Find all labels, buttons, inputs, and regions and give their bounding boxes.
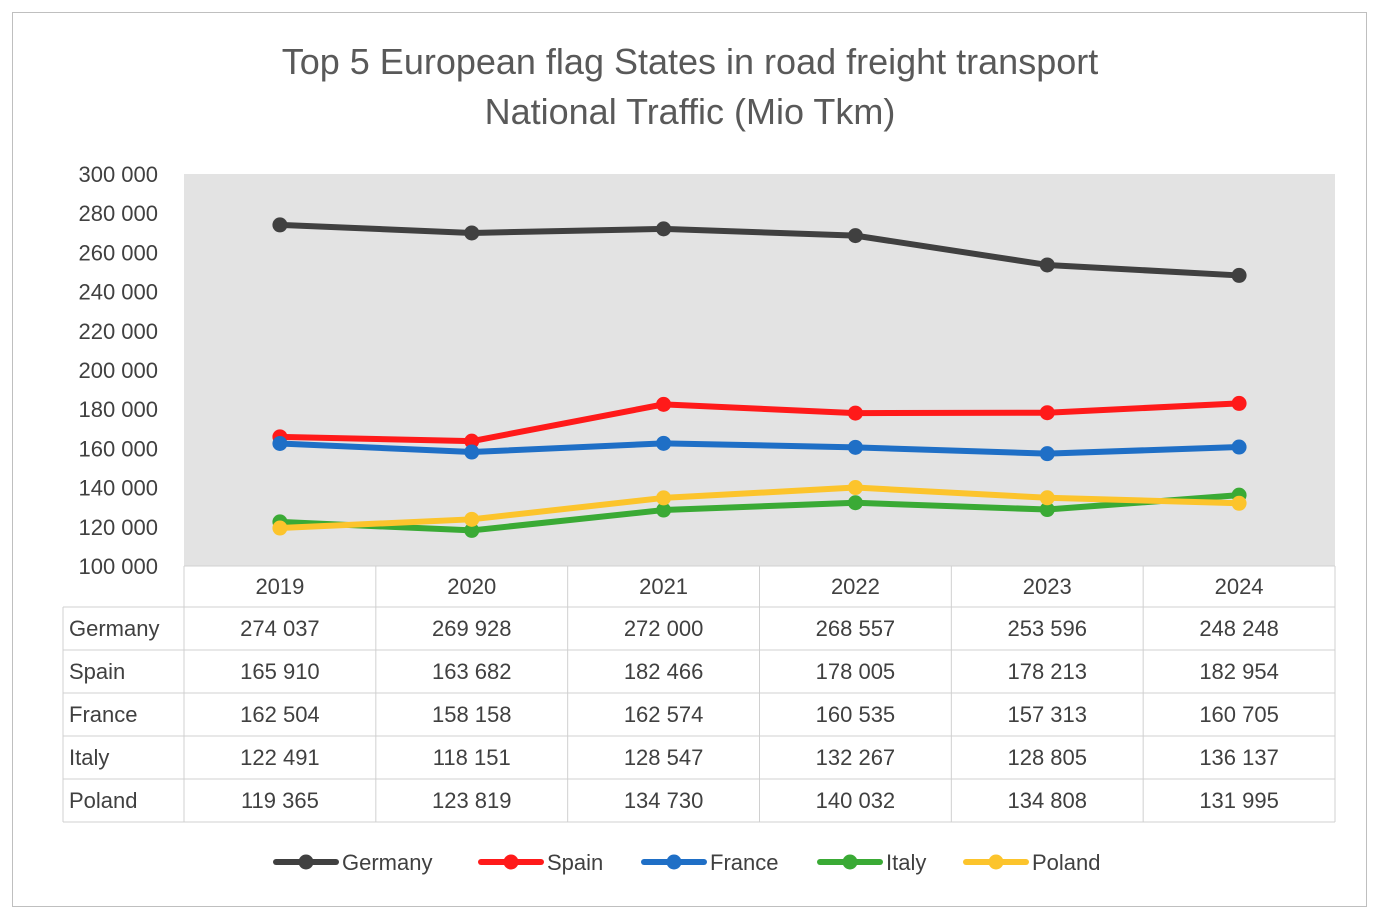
x-tick-label: 2022 [831, 574, 880, 599]
table-value-cell: 119 365 [241, 788, 319, 813]
x-tick-label: 2019 [255, 574, 304, 599]
table-value-cell: 268 557 [816, 616, 896, 641]
data-point-france [1039, 446, 1055, 462]
x-tick-label: 2024 [1215, 574, 1264, 599]
table-series-name: Germany [69, 616, 159, 641]
data-point-italy [464, 522, 480, 538]
legend-swatch-marker [503, 854, 519, 870]
table-value-cell: 162 574 [624, 702, 704, 727]
data-point-poland [272, 520, 288, 536]
table-value-cell: 182 954 [1199, 659, 1279, 684]
legend-entry: Italy [886, 850, 926, 875]
table-value-cell: 134 730 [624, 788, 704, 813]
legend-swatch-marker [842, 854, 858, 870]
table-value-cell: 163 682 [432, 659, 512, 684]
y-tick-label: 280 000 [78, 201, 158, 226]
data-point-poland [656, 490, 672, 506]
data-point-poland [847, 480, 863, 496]
legend-entry: Poland [1032, 850, 1101, 875]
chart-title-line-1: Top 5 European flag States in road freig… [282, 41, 1099, 82]
y-tick-label: 160 000 [78, 436, 158, 461]
table-value-cell: 269 928 [432, 616, 512, 641]
table-value-cell: 140 032 [816, 788, 896, 813]
data-point-spain [1231, 395, 1247, 411]
data-point-france [464, 444, 480, 460]
table-value-cell: 122 491 [240, 745, 320, 770]
legend-swatch-marker [666, 854, 682, 870]
data-point-germany [272, 217, 288, 233]
table-value-cell: 178 005 [816, 659, 896, 684]
data-point-italy [1039, 502, 1055, 518]
table-value-cell: 162 504 [240, 702, 320, 727]
table-value-cell: 274 037 [240, 616, 320, 641]
data-point-france [656, 435, 672, 451]
table-value-cell: 160 535 [816, 702, 896, 727]
table-value-cell: 272 000 [624, 616, 704, 641]
table-value-cell: 248 248 [1199, 616, 1279, 641]
table-value-cell: 182 466 [624, 659, 704, 684]
data-point-spain [847, 405, 863, 421]
data-point-germany [1039, 257, 1055, 273]
y-tick-label: 100 000 [78, 554, 158, 579]
table-value-cell: 165 910 [240, 659, 320, 684]
y-tick-label: 180 000 [78, 397, 158, 422]
data-point-germany [1231, 267, 1247, 283]
table-series-name: France [69, 702, 137, 727]
table-value-cell: 178 213 [1007, 659, 1087, 684]
legend-entry: France [710, 850, 778, 875]
legend-entry: Germany [342, 850, 432, 875]
legend-swatch-marker [988, 854, 1004, 870]
y-tick-label: 140 000 [78, 476, 158, 501]
table-series-name: Spain [69, 659, 125, 684]
table-series-name: Italy [69, 745, 109, 770]
y-tick-label: 220 000 [78, 319, 158, 344]
table-value-cell: 160 705 [1199, 702, 1279, 727]
series-line-germany [276, 221, 1243, 279]
data-point-italy [656, 502, 672, 518]
y-tick-label: 200 000 [78, 358, 158, 383]
series-line-france [276, 440, 1243, 457]
table-value-cell: 128 547 [624, 745, 704, 770]
table-value-cell: 123 819 [432, 788, 512, 813]
x-tick-label: 2023 [1023, 574, 1072, 599]
y-tick-label: 120 000 [78, 515, 158, 540]
data-point-spain [656, 396, 672, 412]
chart-title-line-2: National Traffic (Mio Tkm) [485, 91, 896, 132]
y-tick-label: 300 000 [78, 162, 158, 187]
table-value-cell: 128 805 [1007, 745, 1087, 770]
legend-swatch-marker [298, 854, 314, 870]
data-point-france [847, 439, 863, 455]
legend-entry: Spain [547, 850, 603, 875]
data-point-poland [464, 511, 480, 527]
data-point-poland [1039, 490, 1055, 506]
data-point-germany [464, 225, 480, 241]
data-point-spain [464, 433, 480, 449]
table-value-cell: 131 995 [1199, 788, 1279, 813]
series-line-italy [276, 492, 1243, 534]
table-value-cell: 134 808 [1007, 788, 1087, 813]
y-tick-label: 260 000 [78, 240, 158, 265]
table-value-cell: 132 267 [816, 745, 896, 770]
table-value-cell: 136 137 [1199, 745, 1279, 770]
data-point-france [272, 435, 288, 451]
table-series-name: Poland [69, 788, 138, 813]
table-value-cell: 158 158 [432, 702, 512, 727]
data-point-poland [1231, 495, 1247, 511]
table-value-cell: 253 596 [1007, 616, 1087, 641]
x-tick-label: 2021 [639, 574, 688, 599]
data-point-france [1231, 439, 1247, 455]
data-point-spain [1039, 405, 1055, 421]
table-value-cell: 157 313 [1007, 702, 1087, 727]
series-line-poland [276, 484, 1243, 532]
y-tick-label: 240 000 [78, 280, 158, 305]
table-value-cell: 118 151 [433, 745, 511, 770]
x-tick-label: 2020 [447, 574, 496, 599]
data-point-italy [847, 495, 863, 511]
data-point-germany [847, 228, 863, 244]
data-point-germany [656, 221, 672, 237]
series-line-spain [276, 400, 1243, 445]
